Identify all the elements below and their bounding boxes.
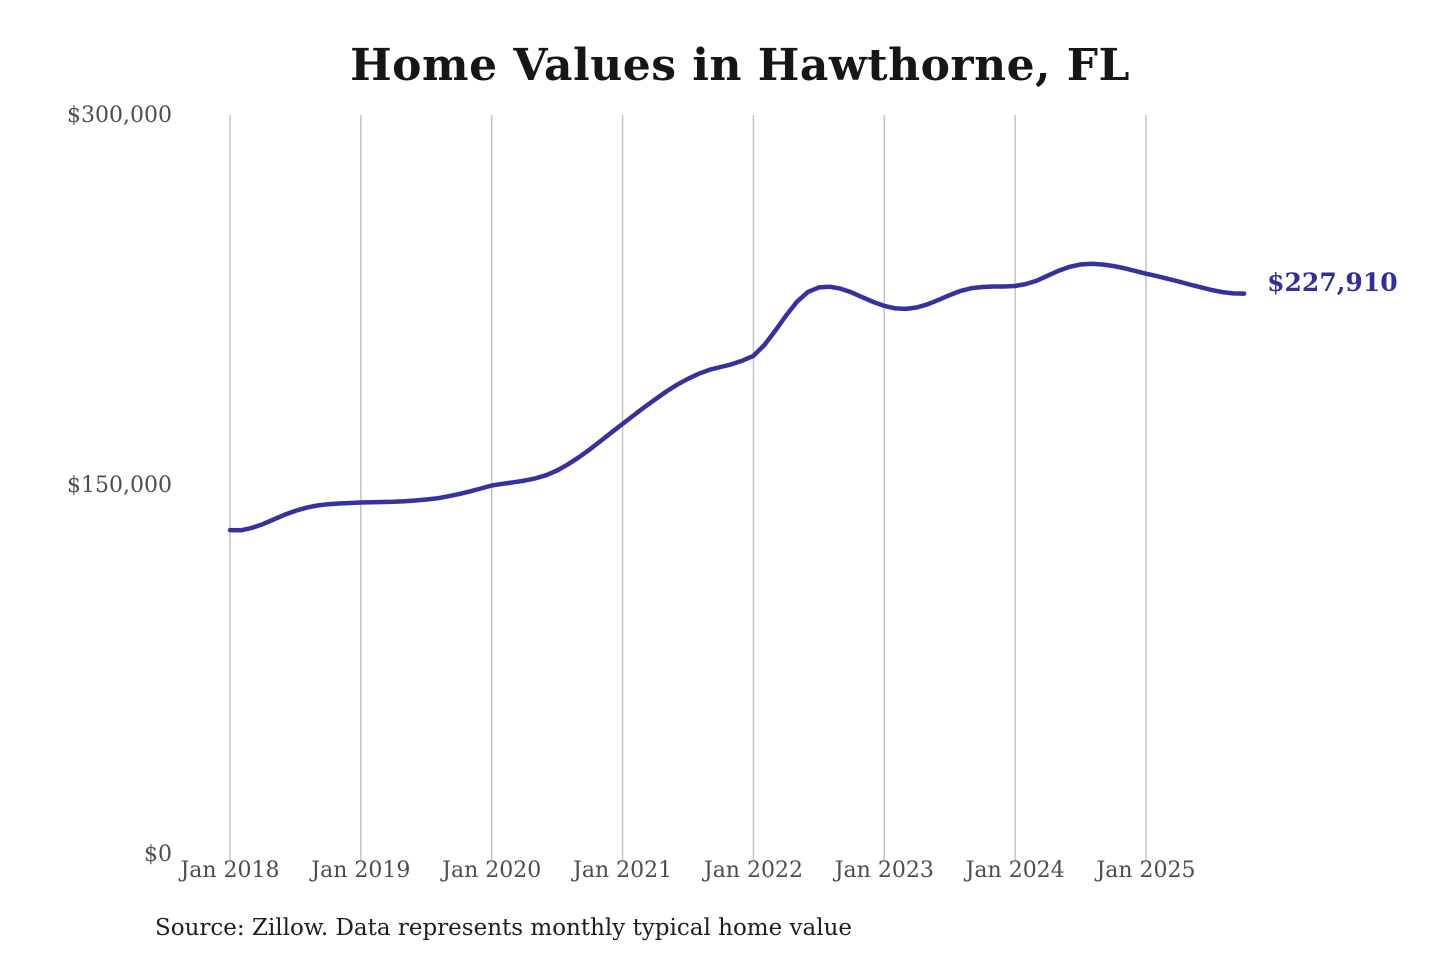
y-tick-label: $150,000 xyxy=(67,472,172,498)
x-tick-label: Jan 2025 xyxy=(1096,858,1196,883)
x-tick-label: Jan 2022 xyxy=(703,858,803,883)
x-tick-label: Jan 2018 xyxy=(180,858,280,883)
y-tick-label: $0 xyxy=(144,842,172,867)
source-note: Source: Zillow. Data represents monthly … xyxy=(155,915,853,941)
x-tick-label: Jan 2024 xyxy=(965,858,1065,883)
y-tick-label: $300,000 xyxy=(67,103,172,128)
x-tick-label: Jan 2023 xyxy=(834,858,934,883)
latest-value-label: $227,910 xyxy=(1267,267,1398,297)
x-tick-label: Jan 2021 xyxy=(573,858,673,883)
x-tick-label: Jan 2020 xyxy=(442,858,542,883)
x-tick-label: Jan 2019 xyxy=(311,858,411,883)
home-value-line xyxy=(227,261,1247,533)
chart-title: Home Values in Hawthorne, FL xyxy=(350,40,1130,91)
